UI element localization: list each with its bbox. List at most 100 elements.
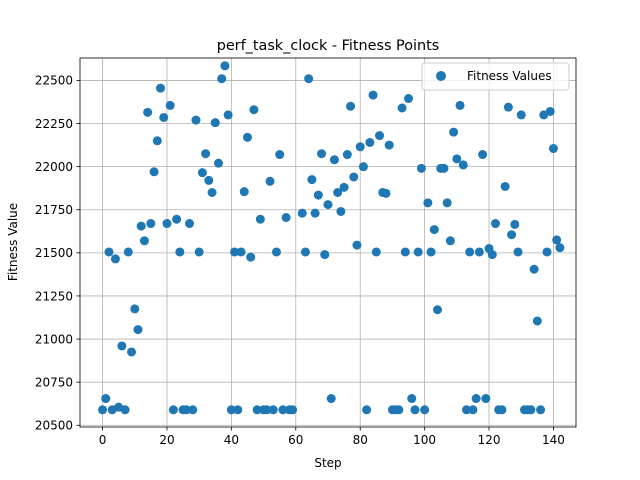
data-point — [375, 131, 385, 141]
data-point — [223, 110, 233, 120]
data-point — [555, 243, 565, 253]
data-point — [159, 112, 169, 122]
data-point — [265, 176, 275, 186]
data-point — [336, 206, 346, 216]
data-point — [297, 208, 307, 218]
x-axis-label: Step — [314, 456, 341, 470]
y-tick-label: 20750 — [35, 375, 73, 389]
data-point — [165, 100, 175, 110]
x-tick-label: 140 — [542, 433, 565, 447]
data-point — [329, 155, 339, 165]
data-point — [490, 219, 500, 229]
x-tick-label: 60 — [288, 433, 303, 447]
data-point — [188, 405, 198, 415]
data-points — [98, 61, 565, 415]
data-point — [513, 247, 523, 257]
data-point — [152, 136, 162, 146]
data-point — [452, 154, 462, 164]
data-point — [381, 188, 391, 198]
data-point — [474, 247, 484, 257]
data-point — [346, 101, 356, 111]
data-point — [468, 405, 478, 415]
data-point — [236, 247, 246, 257]
data-point — [185, 219, 195, 229]
data-point — [542, 247, 552, 257]
data-point — [410, 405, 420, 415]
x-tick-label: 40 — [224, 433, 239, 447]
data-point — [358, 162, 368, 172]
data-point — [362, 405, 372, 415]
chart-title: perf_task_clock - Fitness Points — [217, 38, 440, 54]
data-point — [313, 190, 323, 200]
data-point — [136, 221, 146, 231]
x-tick-label: 0 — [99, 433, 107, 447]
data-point — [439, 163, 449, 173]
data-point — [516, 110, 526, 120]
data-point — [365, 137, 375, 147]
data-point — [536, 405, 546, 415]
data-point — [507, 230, 517, 240]
data-point — [426, 247, 436, 257]
data-point — [175, 247, 185, 257]
data-point — [110, 254, 120, 264]
y-axis-label: Fitness Value — [6, 203, 20, 281]
data-point — [201, 149, 211, 159]
data-point — [268, 405, 278, 415]
data-point — [278, 405, 288, 415]
data-point — [239, 187, 249, 197]
data-point — [404, 94, 414, 104]
data-point — [191, 115, 201, 125]
data-point — [478, 150, 488, 160]
data-point — [172, 214, 182, 224]
data-point — [217, 74, 227, 84]
data-point — [204, 175, 214, 185]
data-point — [384, 140, 394, 150]
data-point — [233, 405, 243, 415]
x-tick-label: 80 — [353, 433, 368, 447]
data-point — [349, 172, 359, 182]
data-point — [194, 247, 204, 257]
data-point — [339, 182, 349, 192]
data-point — [230, 247, 240, 257]
data-point — [288, 405, 298, 415]
data-point — [304, 74, 314, 84]
y-axis-ticks: 20500 20750 21000 21250 21500 21750 22000 22250… — [35, 74, 80, 433]
data-point — [552, 235, 562, 245]
data-point — [500, 181, 510, 191]
data-point — [510, 219, 520, 229]
data-point — [262, 405, 272, 415]
data-point — [249, 105, 259, 115]
x-tick-label: 20 — [159, 433, 174, 447]
data-point — [246, 252, 256, 262]
data-point — [207, 187, 217, 197]
y-tick-label: 22250 — [35, 117, 73, 131]
data-point — [104, 247, 114, 257]
data-point — [281, 212, 291, 222]
data-point — [529, 264, 539, 274]
data-point — [548, 144, 558, 154]
data-point — [123, 247, 133, 257]
data-point — [226, 405, 236, 415]
data-point — [487, 250, 497, 260]
data-point — [394, 405, 404, 415]
data-point — [197, 168, 207, 178]
data-point — [471, 394, 481, 404]
data-point — [481, 394, 491, 404]
data-point — [156, 83, 166, 93]
data-point — [307, 175, 317, 185]
x-axis-ticks: 0 20 40 60 80 100 120 140 — [99, 427, 565, 447]
legend-box — [421, 62, 570, 91]
data-point — [545, 106, 555, 116]
data-point — [255, 214, 265, 224]
data-point — [449, 127, 459, 137]
y-tick-label: 22000 — [35, 160, 73, 174]
data-point — [429, 225, 439, 235]
data-point — [352, 240, 362, 250]
legend-label: Fitness Values — [467, 69, 552, 83]
data-point — [445, 236, 455, 246]
grid-lines — [80, 58, 576, 427]
data-point — [120, 405, 130, 415]
data-point — [465, 247, 475, 257]
data-point — [320, 250, 330, 260]
